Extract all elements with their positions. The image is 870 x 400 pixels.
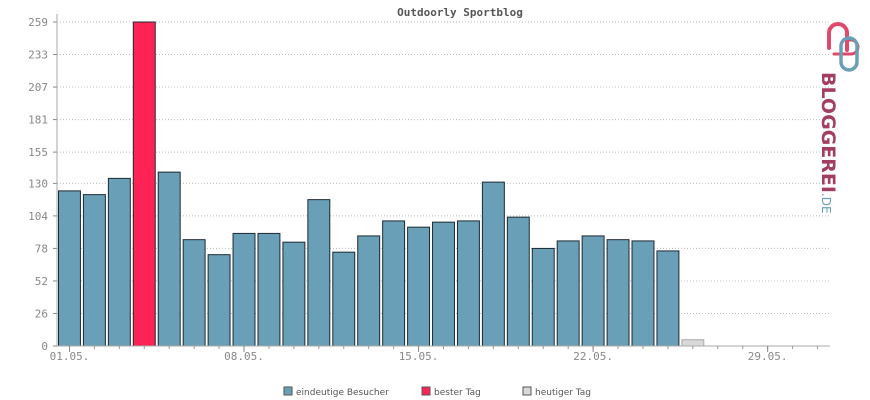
bar — [407, 226, 431, 347]
x-tick-label: 22.05. — [573, 350, 613, 363]
bar — [132, 21, 156, 347]
x-tick-label: 15.05. — [399, 350, 439, 363]
bar — [107, 177, 131, 347]
y-tick-label: 104 — [28, 210, 48, 223]
bar — [182, 239, 206, 347]
bar — [382, 220, 406, 347]
bar — [82, 194, 106, 347]
bars — [58, 21, 705, 347]
bar — [207, 254, 231, 347]
bar — [556, 240, 580, 347]
bar — [357, 235, 381, 347]
bar — [481, 181, 505, 347]
y-tick-label: 259 — [28, 16, 48, 29]
bar — [506, 216, 530, 347]
bloggerei-logo: BLOGGEREI.DE — [817, 22, 860, 214]
y-tick-label: 26 — [35, 307, 48, 320]
y-tick-label: 52 — [35, 275, 48, 288]
x-tick-label: 08.05. — [224, 350, 264, 363]
y-tick-label: 130 — [28, 177, 48, 190]
y-axis-ticks: 0 26 52 78 104 130 155 181 207 233 259 — [28, 16, 57, 353]
bar — [257, 232, 281, 347]
legend: eindeutige Besucher bester Tag heutiger Ta… — [283, 386, 591, 398]
bar — [157, 171, 181, 347]
y-tick-label: 233 — [28, 49, 48, 62]
bar — [332, 251, 356, 347]
bar — [432, 221, 455, 347]
bar — [58, 190, 81, 347]
y-tick-label: 181 — [28, 114, 48, 127]
bar — [232, 232, 256, 347]
y-tick-label: 78 — [35, 242, 48, 255]
legend-swatch — [283, 386, 293, 396]
svg-text:BLOGGEREI.DE: BLOGGEREI.DE — [817, 72, 839, 214]
bar — [531, 247, 555, 347]
x-axis-ticks: 01.05. 08.05. 15.05. 22.05. 29.05. — [50, 346, 819, 363]
bar — [656, 250, 680, 347]
logo-icon — [827, 22, 860, 72]
bar — [681, 339, 705, 347]
legend-swatch — [421, 386, 431, 396]
bar — [581, 235, 605, 347]
bar — [456, 220, 480, 347]
y-tick-label: 0 — [41, 340, 48, 353]
x-tick-label: 29.05. — [748, 350, 788, 363]
chart-title: Outdoorly Sportblog — [397, 6, 523, 19]
y-tick-label: 207 — [28, 81, 48, 94]
bar — [631, 240, 655, 347]
legend-label: eindeutige Besucher — [296, 388, 389, 398]
bar — [606, 239, 630, 347]
x-tick-label: 01.05. — [50, 350, 90, 363]
legend-label: heutiger Tag — [535, 388, 591, 398]
legend-label: bester Tag — [434, 388, 481, 398]
bar — [307, 199, 331, 347]
y-tick-label: 155 — [28, 146, 48, 159]
legend-swatch — [522, 386, 532, 396]
logo-wordmark: BLOGGEREI.DE — [817, 72, 839, 214]
bar — [282, 241, 306, 347]
